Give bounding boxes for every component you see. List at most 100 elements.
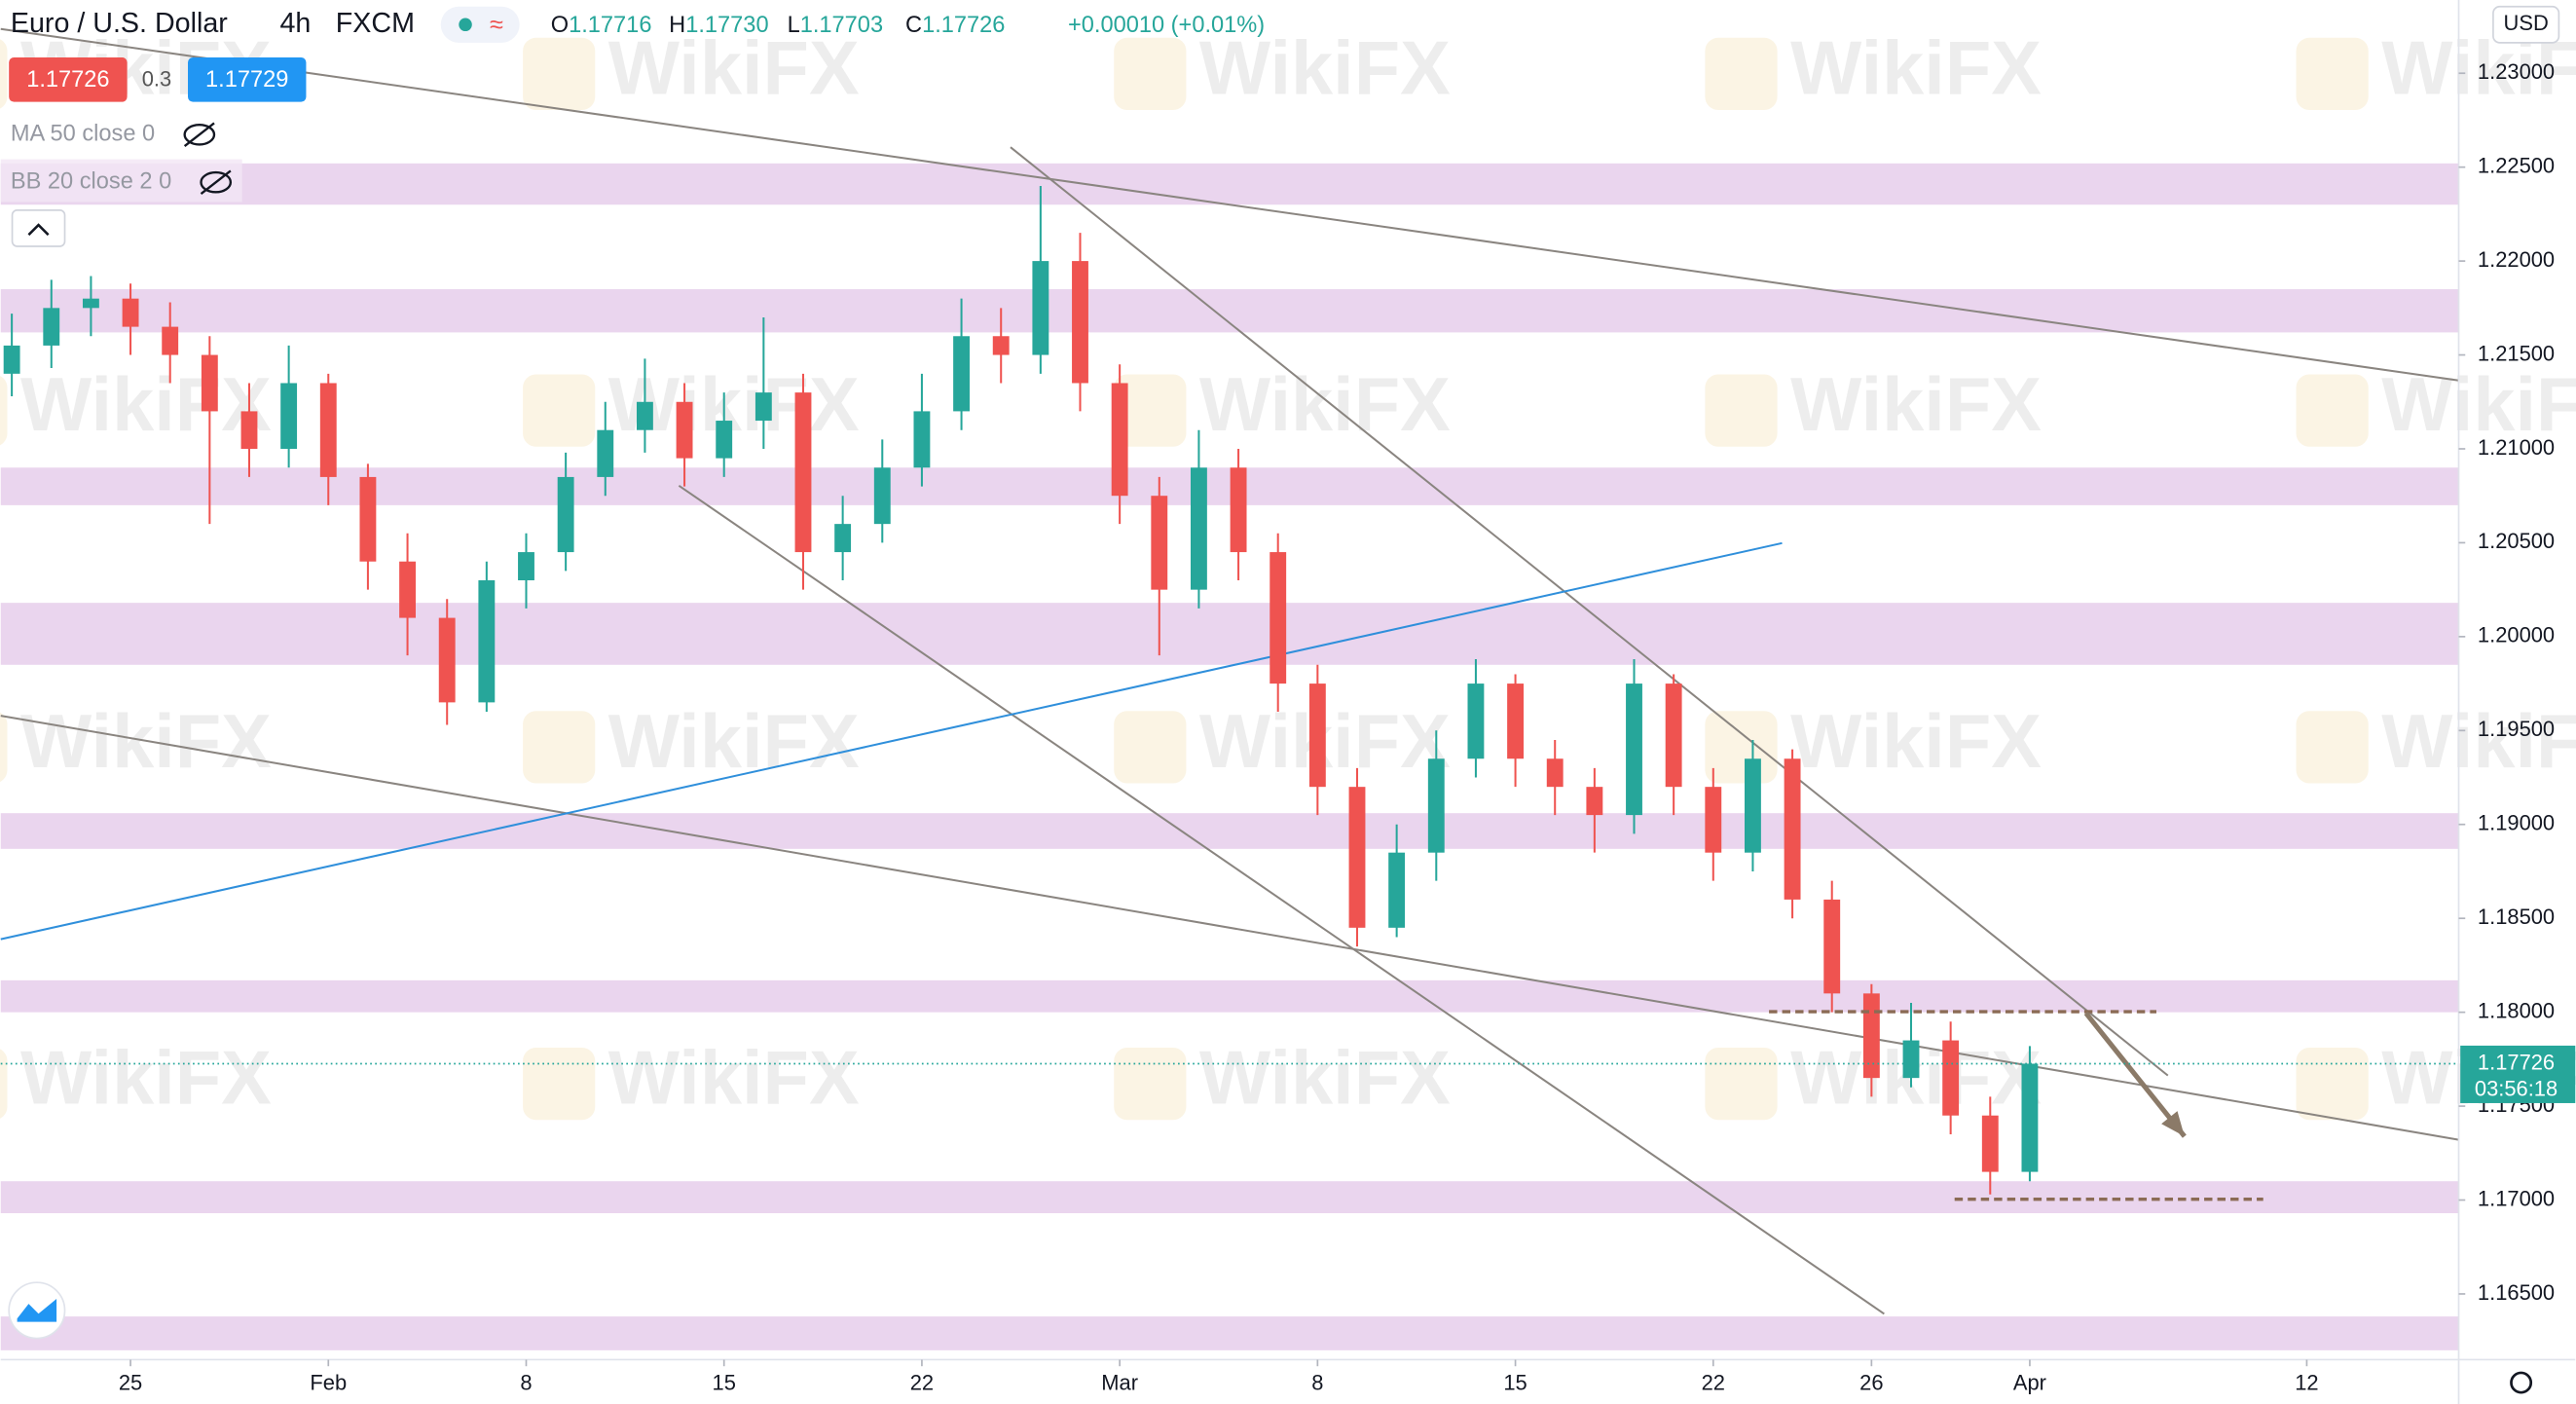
y-tick-label: 1.22000 [2478, 247, 2555, 272]
indicator-label[interactable]: BB 20 close 2 0 [11, 168, 171, 194]
x-tick-label: 12 [2295, 1371, 2318, 1395]
buy-price[interactable]: 1.17729 [205, 67, 288, 92]
zone [0, 289, 2459, 333]
candle-body [1744, 758, 1761, 853]
buy-button[interactable] [188, 57, 307, 102]
indicator-label[interactable]: MA 50 close 0 [11, 122, 155, 147]
trendline [0, 27, 2459, 382]
ohlc-value: 1.17726 [922, 13, 1005, 38]
candle-body [1032, 261, 1049, 355]
y-tick-label: 1.16500 [2478, 1280, 2555, 1305]
zone [0, 163, 2459, 205]
x-tick-label: 8 [520, 1371, 532, 1395]
candle-body [754, 392, 772, 422]
currency[interactable]: USD [2504, 11, 2549, 35]
watermark: WikiFX [608, 700, 860, 784]
watermark: WikiFX [1790, 363, 2042, 447]
candle-body [1784, 758, 1801, 900]
zone [0, 467, 2459, 505]
watermark-logo [1705, 1048, 1778, 1121]
candle-body [3, 345, 20, 374]
logo-button[interactable] [8, 1281, 66, 1340]
x-tick-label: Feb [310, 1371, 347, 1395]
watermark: WikiFX [20, 1037, 272, 1121]
ohlc-legend: O 1.17716 H 1.17730 L 1.17703 C 1.17726 [551, 13, 1006, 38]
candle-body [1546, 758, 1564, 788]
candle-body [992, 336, 1010, 355]
collapse-button[interactable] [11, 209, 66, 247]
y-tick-label: 1.23000 [2478, 59, 2555, 84]
watermark-logo [2296, 37, 2369, 110]
candle-body [1388, 852, 1406, 928]
last-price-label: 1.17726 [2478, 1050, 2555, 1074]
candle-body [1942, 1040, 1960, 1116]
sell-button[interactable] [9, 57, 128, 102]
eye-off-icon[interactable] [200, 169, 233, 195]
candle-body [1902, 1040, 1920, 1079]
candle-body [1190, 467, 1207, 590]
watermark-logo [1705, 37, 1778, 110]
candle-body [873, 467, 891, 525]
watermark: WikiFX [20, 700, 272, 784]
candle-body [1823, 899, 1841, 994]
watermark: WikiFX [1199, 26, 1451, 110]
candle-body [399, 561, 416, 618]
zone [0, 1181, 2459, 1214]
candle-body [676, 401, 693, 459]
status-pill[interactable] [440, 6, 520, 43]
zone [0, 813, 2459, 849]
candle-body [1072, 261, 1088, 384]
settings-icon[interactable] [2510, 1371, 2533, 1394]
candle-body [1308, 684, 1326, 788]
candle-body [1111, 383, 1128, 497]
trendline [0, 715, 2459, 1141]
watermark: WikiFX [2381, 700, 2576, 784]
ohlc-key: C [905, 13, 922, 38]
candle-body [1586, 787, 1603, 816]
y-tick-label: 1.20500 [2478, 529, 2555, 553]
ohlc-key: L [788, 13, 800, 38]
candle-body [438, 617, 456, 703]
zone [0, 603, 2459, 665]
candle-body [1665, 684, 1682, 788]
candle-body [913, 411, 931, 468]
candle-body [122, 298, 139, 327]
x-tick-label: Apr [2013, 1371, 2046, 1395]
candle-body [1151, 496, 1168, 590]
candle-body [43, 308, 60, 346]
y-tick-label: 1.21500 [2478, 341, 2555, 365]
sell-price[interactable]: 1.17726 [26, 67, 109, 92]
candle-body [636, 401, 653, 430]
watermark-logo [0, 712, 8, 783]
overlay: Euro / U.S. Dollar 4h FXCM ≈ O 1.17716 H 1.… [0, 5, 2560, 1394]
trendline [0, 541, 1783, 941]
candle-body [1427, 758, 1445, 853]
watermark: WikiFX [1790, 26, 2042, 110]
candle-body [557, 476, 574, 553]
watermark: WikiFX [608, 26, 860, 110]
watermark: WikiFX [1199, 1037, 1451, 1121]
currency-button[interactable] [2492, 5, 2560, 44]
eye-off-icon[interactable] [183, 122, 216, 148]
zone [0, 1316, 2459, 1350]
candle-body [1705, 787, 1722, 853]
zone [0, 979, 2459, 1013]
candle-body [794, 392, 812, 553]
candle-body [834, 524, 852, 553]
candle-body [478, 580, 496, 703]
x-tick-label: 8 [1311, 1371, 1323, 1395]
plot-area: WikiFX WikiFX WikiFX WikiFX WikiFX WikiFX Wiki… [0, 26, 2576, 1350]
symbol[interactable]: Euro / U.S. Dollar [11, 8, 228, 39]
watermark-logo [0, 39, 8, 109]
x-tick-label: Mar [1101, 1371, 1138, 1395]
candle-body [201, 354, 218, 412]
arrow-head [2161, 1111, 2185, 1137]
interval[interactable]: 4h [279, 8, 311, 39]
ohlc-key: O [551, 13, 569, 38]
candle-body [597, 429, 614, 477]
watermark: WikiFX [608, 1037, 860, 1121]
candle-body [319, 383, 337, 477]
watermark: WikiFX [1790, 700, 2042, 784]
y-tick-label: 1.18500 [2478, 905, 2555, 929]
spread: 0.3 [142, 66, 171, 91]
